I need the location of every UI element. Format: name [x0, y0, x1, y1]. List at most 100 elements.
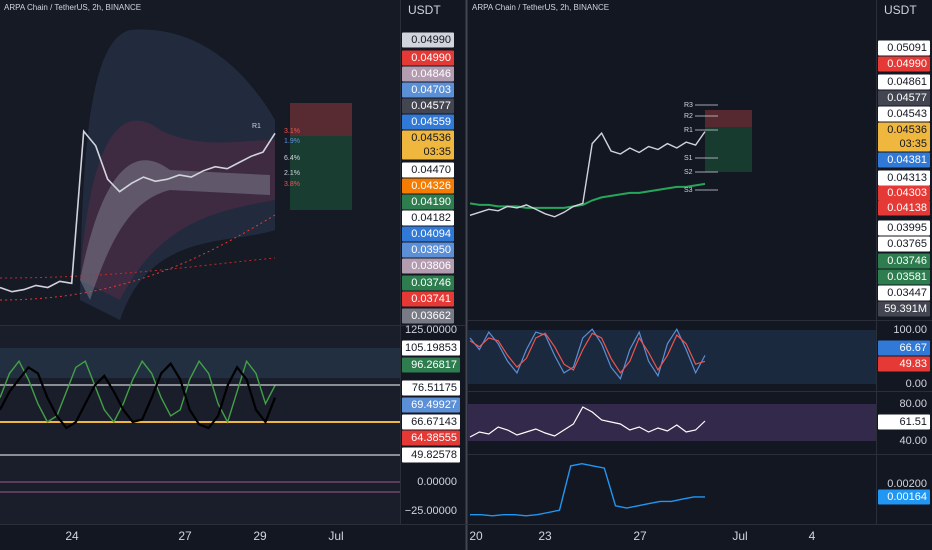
- dotted-line: [0, 257, 276, 279]
- price-label: 0.03746: [887, 255, 927, 267]
- price-label: 0.03806: [411, 260, 451, 272]
- x-tick-label: 20: [469, 529, 483, 543]
- series-line: [469, 406, 706, 438]
- chart-title: ARPA Chain / TetherUS, 2h, BINANCE: [472, 3, 609, 12]
- profit-zone: [290, 136, 352, 210]
- price-label: 0.00000: [417, 476, 457, 488]
- price-label: 03:35: [899, 138, 927, 150]
- pivot-label: R1: [252, 123, 261, 130]
- price-label-box: [878, 56, 930, 72]
- x-tick-label: Jul: [732, 529, 747, 543]
- price-label-box: [402, 308, 454, 324]
- price-label-box: [878, 236, 930, 252]
- price-label-box: [402, 414, 460, 430]
- price-label-box: [402, 357, 460, 373]
- price-label-box: [402, 50, 454, 66]
- series-line: [0, 129, 276, 293]
- price-label-box: [878, 152, 930, 168]
- price-label-box: [402, 114, 454, 130]
- price-label-box: [878, 90, 930, 106]
- price-label: 0.04703: [411, 84, 451, 96]
- price-label-box: [878, 220, 930, 236]
- series-line: [469, 327, 706, 381]
- chart-title: ARPA Chain / TetherUS, 2h, BINANCE: [4, 3, 141, 12]
- percent-label: 3.1%: [284, 128, 300, 135]
- price-label: 0.04861: [887, 76, 927, 88]
- price-label: 0.03741: [411, 293, 451, 305]
- price-label-box: [878, 356, 930, 372]
- price-label: 0.04536: [887, 124, 927, 136]
- price-label: 66.67: [899, 342, 927, 354]
- price-label-box: [878, 489, 930, 505]
- band: [80, 160, 270, 300]
- price-label-box: [878, 340, 930, 356]
- price-label-box: [878, 106, 930, 122]
- price-label-box: [402, 178, 454, 194]
- price-label-box: [402, 242, 454, 258]
- price-label-box: [878, 136, 930, 152]
- price-label: 0.03662: [411, 310, 451, 322]
- price-label: 0.04303: [887, 187, 927, 199]
- price-label: 40.00: [899, 435, 927, 447]
- price-label: 0.04846: [411, 68, 451, 80]
- price-label-box: [878, 185, 930, 201]
- pivot-label: S1: [684, 155, 693, 162]
- pivot-label: S3: [684, 187, 693, 194]
- price-label-box: [402, 340, 460, 356]
- price-label-box: [402, 275, 454, 291]
- series-line: [0, 359, 276, 424]
- price-label: 0.04470: [411, 164, 451, 176]
- price-label: 0.04190: [411, 196, 451, 208]
- price-label: 59.391M: [884, 303, 927, 315]
- price-label: 0.03447: [887, 287, 927, 299]
- band: [468, 330, 876, 384]
- series-line: [0, 361, 277, 430]
- price-label-box: [878, 74, 930, 90]
- price-label: 0.03581: [887, 271, 927, 283]
- price-label: 03:35: [423, 146, 451, 158]
- price-label: 0.04543: [887, 108, 927, 120]
- price-label-box: [878, 253, 930, 269]
- price-label: 0.04990: [887, 58, 927, 70]
- price-label: 0.04990: [411, 52, 451, 64]
- price-label-box: [402, 397, 460, 413]
- x-tick-label: 27: [178, 529, 192, 543]
- percent-label: 6.4%: [284, 155, 300, 162]
- price-label-box: [878, 200, 930, 216]
- price-label: 0.00200: [887, 478, 927, 490]
- axis-unit: USDT: [408, 3, 441, 17]
- price-label-box: [402, 258, 454, 274]
- price-label: 96.26817: [411, 359, 457, 371]
- price-label-box: [878, 122, 930, 138]
- price-label: 0.05091: [887, 42, 927, 54]
- pivot-label: R1: [684, 127, 693, 134]
- price-label-box: [878, 414, 930, 430]
- axis-unit: USDT: [884, 3, 917, 17]
- price-label-box: [402, 380, 460, 396]
- price-label-box: [878, 170, 930, 186]
- price-label: 0.04577: [887, 92, 927, 104]
- x-tick-label: 29: [253, 529, 267, 543]
- pivot-label: S2: [684, 169, 693, 176]
- price-label: 61.51: [899, 416, 927, 428]
- price-label: 0.04326: [411, 180, 451, 192]
- price-label-box: [402, 447, 460, 463]
- price-label: 0.03746: [411, 277, 451, 289]
- price-label: 0.04577: [411, 100, 451, 112]
- price-label: 0.00: [906, 378, 927, 390]
- price-label-box: [402, 144, 454, 160]
- pivot-label: R3: [684, 102, 693, 109]
- price-label-box: [402, 226, 454, 242]
- price-label-box: [402, 291, 454, 307]
- price-label: 0.04138: [887, 202, 927, 214]
- x-tick-label: 27: [633, 529, 647, 543]
- band: [80, 120, 275, 300]
- price-label-box: [402, 130, 454, 146]
- price-label: −25.00000: [405, 505, 457, 517]
- price-label: 80.00: [899, 398, 927, 410]
- price-label-box: [402, 162, 454, 178]
- price-label: 0.04381: [887, 154, 927, 166]
- price-label: 0.04990: [411, 34, 451, 46]
- x-tick-label: 24: [65, 529, 79, 543]
